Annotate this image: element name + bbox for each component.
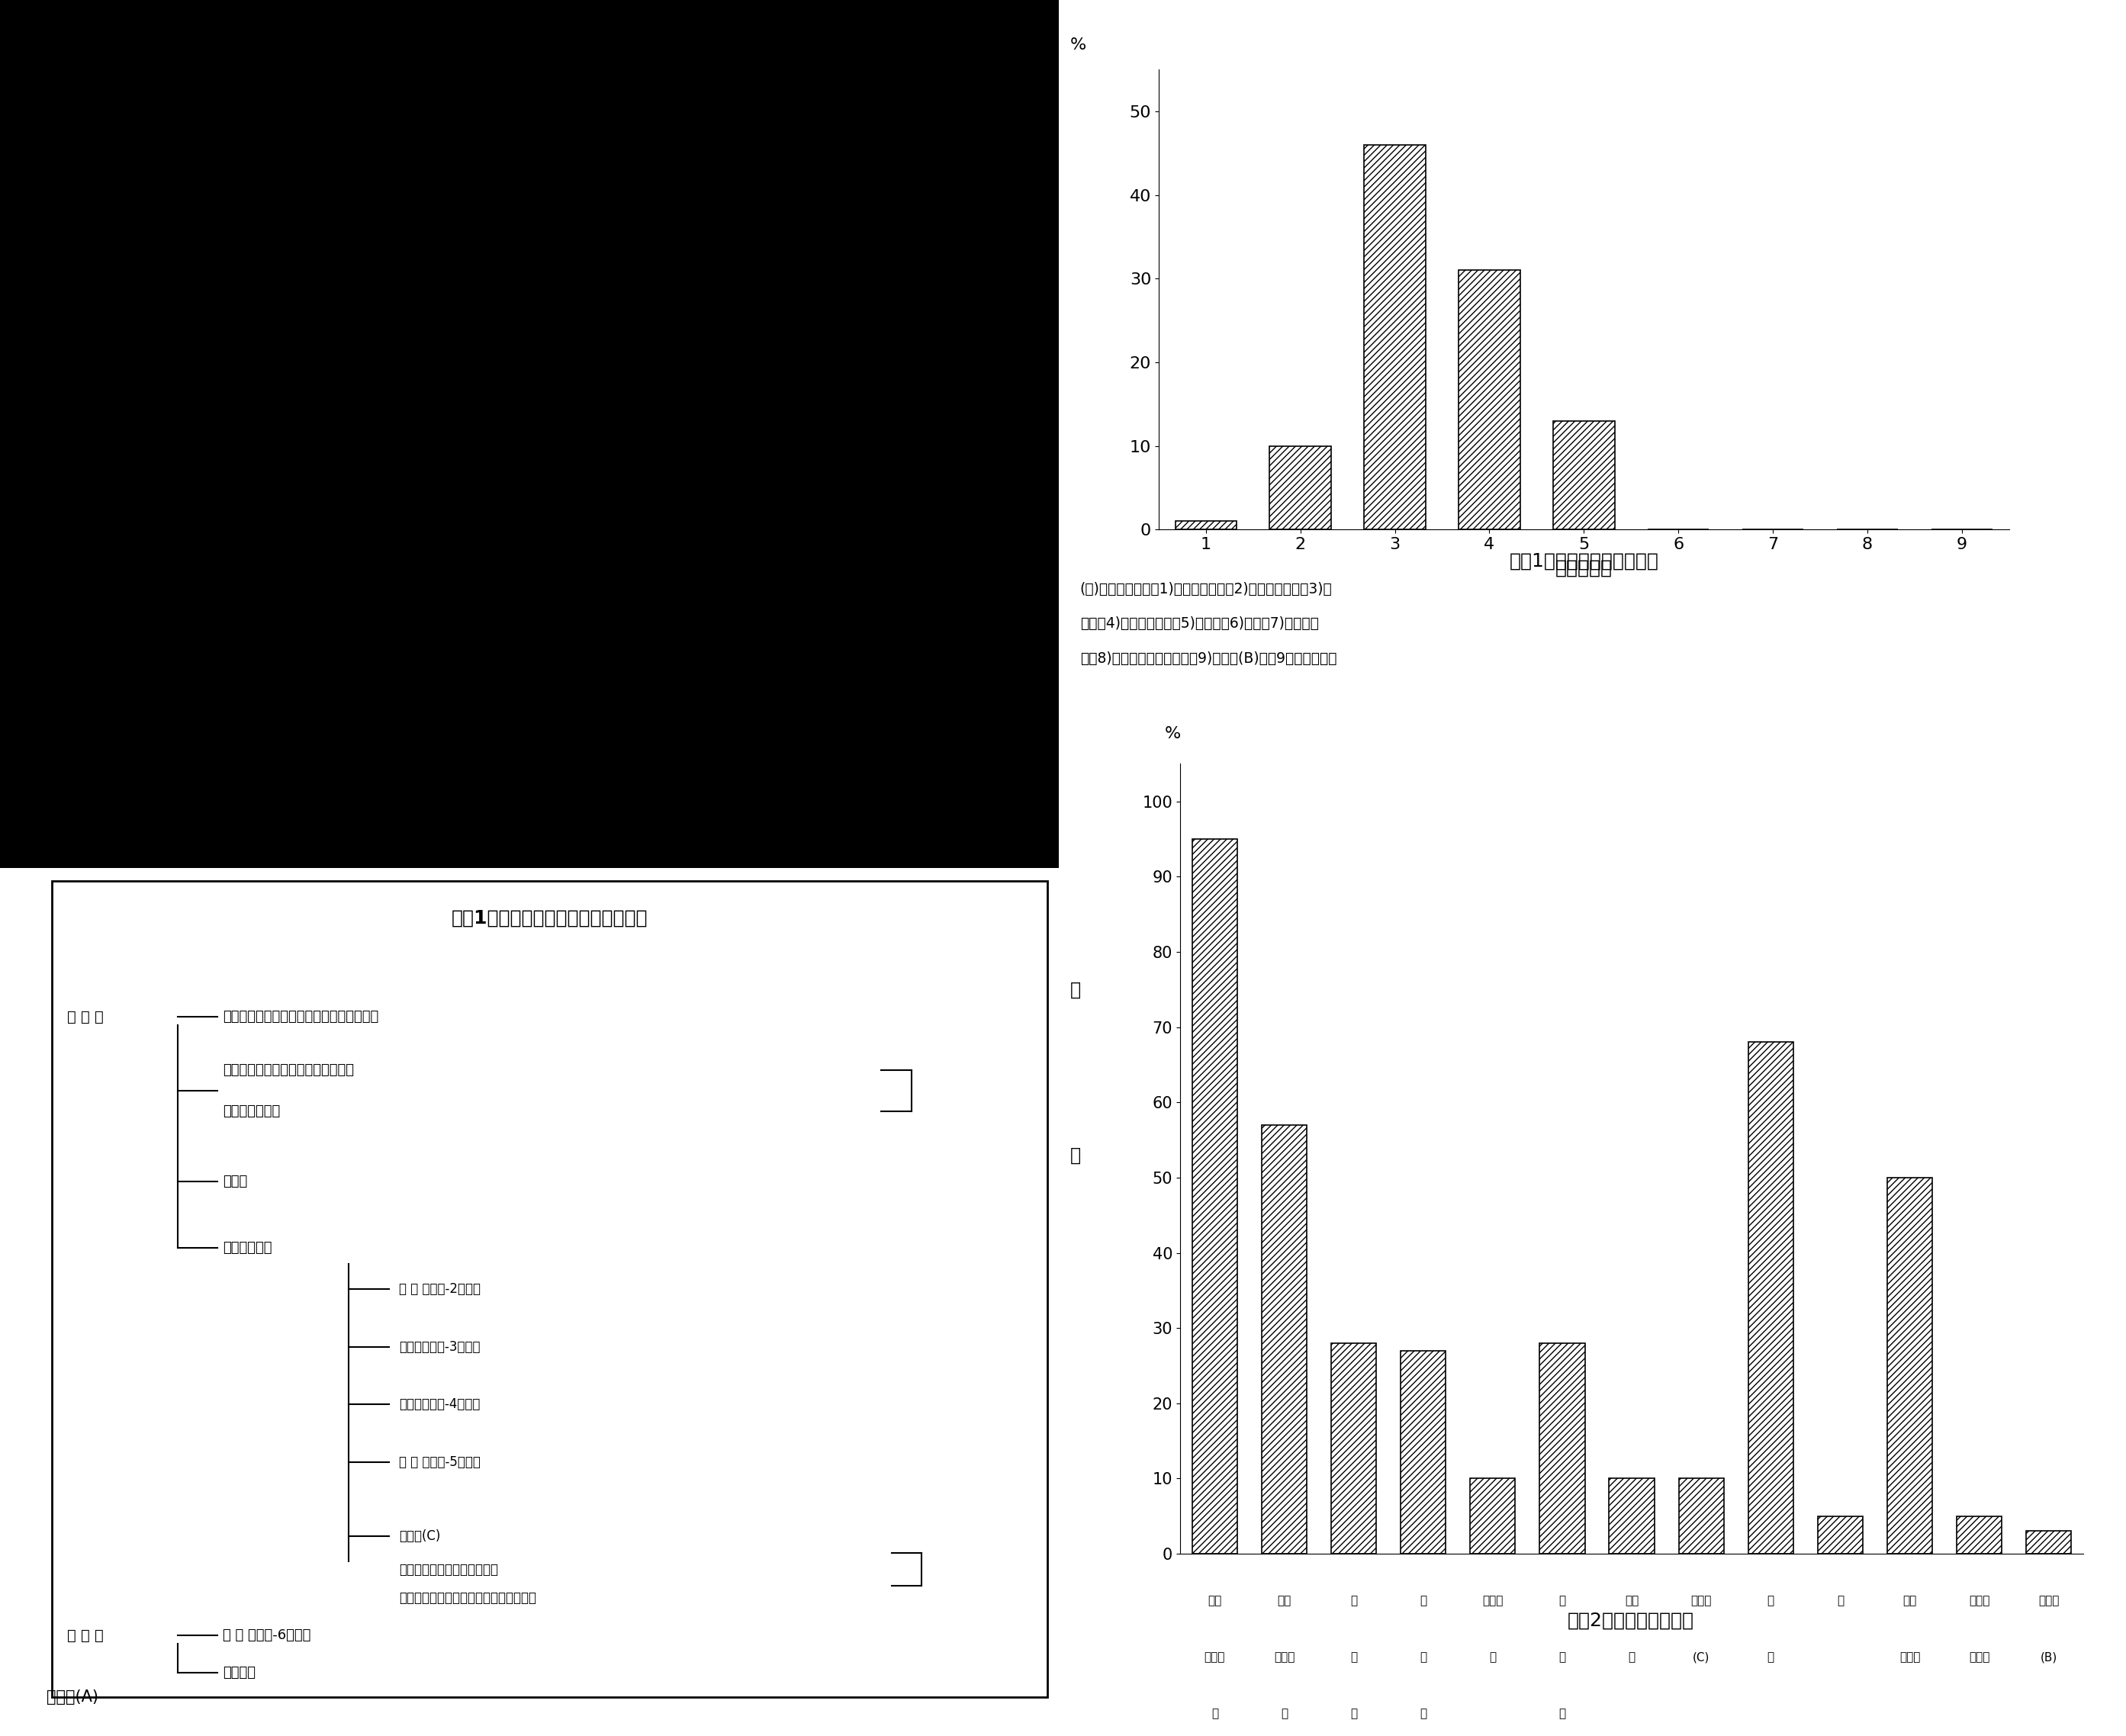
Text: 落石: 落石: [1903, 1595, 1918, 1606]
Text: 壁: 壁: [1767, 1651, 1775, 1663]
Text: (C): (C): [1692, 1651, 1709, 1663]
Bar: [1269, 446, 1331, 529]
Text: 切土工: 切土工: [223, 1175, 247, 1189]
Text: その他(A): その他(A): [47, 1689, 98, 1705]
Text: 水排除: 水排除: [1273, 1651, 1295, 1663]
Text: 率: 率: [959, 311, 969, 330]
Bar: [1818, 1516, 1862, 1554]
Text: 工，8)なだれ防止工および〉9)その他(B)の〉9区分とする。: 工，8)なだれ防止工および〉9)その他(B)の〉9区分とする。: [1080, 651, 1337, 665]
X-axis label: 工　法　数: 工 法 数: [1556, 559, 1612, 576]
Text: 抑 制 工: 抑 制 工: [66, 1010, 104, 1024]
Text: 図－1　工法数別箇所数比率: 図－1 工法数別箇所数比率: [1509, 552, 1658, 571]
Text: 工: 工: [1350, 1708, 1356, 1719]
Bar: [1176, 521, 1237, 529]
Text: 吹付: 吹付: [1624, 1595, 1639, 1606]
Text: %: %: [1165, 726, 1182, 741]
Text: (注)　工法区分は，1)地表水排除工，2)地下水排除工，3)切: (注) 工法区分は，1)地表水排除工，2)地下水排除工，3)切: [1080, 582, 1333, 595]
Text: 張: 張: [1558, 1595, 1565, 1606]
Bar: [1956, 1516, 2003, 1554]
Text: 抑 止 工: 抑 止 工: [66, 1628, 104, 1642]
Text: 地表水排除工（横排水路工，縦排水路工）: 地表水排除工（横排水路工，縦排水路工）: [223, 1010, 378, 1024]
Bar: [1888, 1177, 1933, 1554]
Text: 切: 切: [1350, 1595, 1356, 1606]
Bar: [1554, 420, 1614, 529]
Text: 地下水排除工（暗渠工，明暗渠工，: 地下水排除工（暗渠工，明暗渠工，: [223, 1064, 353, 1078]
Text: 頻: 頻: [1069, 981, 1080, 998]
Bar: [1331, 1344, 1376, 1554]
Text: 蛇籠工，柵工　　　　　　　　　　　）: 蛇籠工，柵工 ）: [400, 1592, 536, 1606]
Text: 工: 工: [1629, 1651, 1635, 1663]
Bar: [1680, 1479, 1724, 1554]
Text: 土: 土: [1350, 1651, 1356, 1663]
Bar: [1609, 1479, 1654, 1554]
Text: その他(C): その他(C): [400, 1529, 440, 1543]
Text: 度: 度: [1069, 1146, 1080, 1165]
Text: 杭: 杭: [1837, 1595, 1843, 1606]
Text: 横ボーリング工: 横ボーリング工: [223, 1104, 281, 1118]
Text: のり枠: のり枠: [1482, 1595, 1503, 1606]
Text: なだれ: なだれ: [1969, 1595, 1990, 1606]
Text: 工: 工: [1488, 1651, 1497, 1663]
Bar: [1401, 1351, 1446, 1554]
Text: 図－2　工法の採用状況: 図－2 工法の採用状況: [1567, 1611, 1694, 1630]
Text: のり枠工（表-3参照）: のり枠工（表-3参照）: [400, 1340, 480, 1354]
Text: 表－1　急傾斜地崩壊防止工法の分類: 表－1 急傾斜地崩壊防止工法の分類: [451, 908, 648, 927]
Text: のり面保護工: のり面保護工: [223, 1241, 272, 1255]
Text: 比: 比: [959, 203, 969, 220]
Bar: [2026, 1531, 2071, 1554]
Text: %: %: [1069, 38, 1086, 52]
Text: 擁: 擁: [1767, 1595, 1775, 1606]
Bar: [1365, 144, 1427, 529]
Text: 植 生 工（表-2参照）: 植 生 工（表-2参照）: [400, 1283, 480, 1295]
Text: 張　　工（表-4参照）: 張 工（表-4参照）: [400, 1397, 480, 1411]
Text: 杭　　工: 杭 工: [223, 1665, 255, 1679]
Bar: [1469, 1479, 1516, 1554]
Text: (B): (B): [2041, 1651, 2058, 1663]
Text: 防止工: 防止工: [1899, 1651, 1920, 1663]
Text: （のり面アンカー工，のり面: （のり面アンカー工，のり面: [400, 1562, 497, 1576]
Bar: [1458, 271, 1520, 529]
Text: その他: その他: [2039, 1595, 2060, 1606]
Text: 工: 工: [1280, 1708, 1288, 1719]
Bar: [1193, 838, 1237, 1554]
Bar: [1261, 1125, 1307, 1554]
Text: 土工，4)のり面保護工，5)擁壁工，6)杯工，7)落石防止: 土工，4)のり面保護工，5)擁壁工，6)杯工，7)落石防止: [1080, 616, 1318, 630]
Text: その他: その他: [1690, 1595, 1711, 1606]
Bar: [1748, 1042, 1794, 1554]
Text: 工: 工: [1212, 1708, 1218, 1719]
Text: 工: 工: [1420, 1708, 1427, 1719]
Text: 植: 植: [1420, 1595, 1427, 1606]
Bar: [1539, 1344, 1584, 1554]
Text: 地表: 地表: [1208, 1595, 1222, 1606]
Text: 水排除: 水排除: [1203, 1651, 1225, 1663]
Text: 地下: 地下: [1278, 1595, 1290, 1606]
Text: 吹 付 工（表-5参照）: 吹 付 工（表-5参照）: [400, 1455, 480, 1469]
Text: 生: 生: [1420, 1651, 1427, 1663]
Text: 工: 工: [1558, 1708, 1565, 1719]
Text: 擁 壁 工（表-6参照）: 擁 壁 工（表-6参照）: [223, 1628, 310, 1642]
Text: 防止工: 防止工: [1969, 1651, 1990, 1663]
